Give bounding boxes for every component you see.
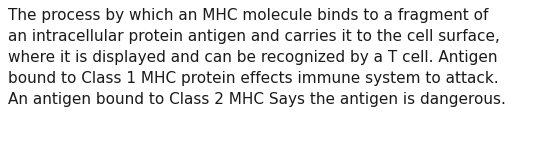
Text: The process by which an MHC molecule binds to a fragment of
an intracellular pro: The process by which an MHC molecule bin… bbox=[8, 8, 506, 107]
